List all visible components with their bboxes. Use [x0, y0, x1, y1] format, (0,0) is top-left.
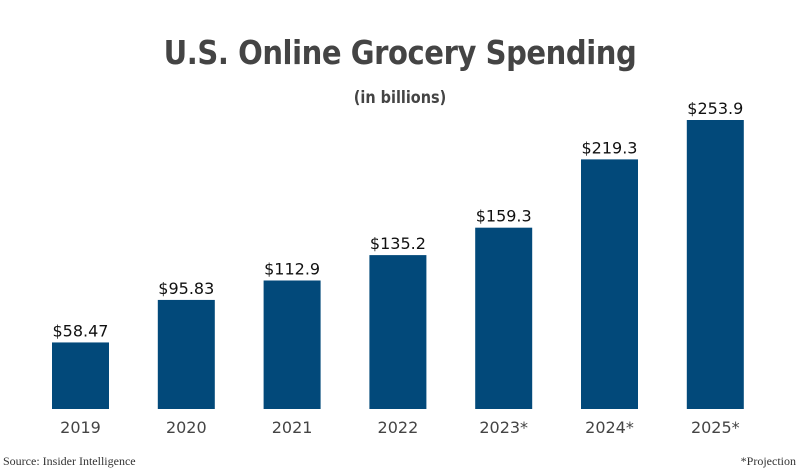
x-tick-label: 2019 [60, 418, 101, 437]
bar-2022 [369, 255, 427, 409]
bar-2023 [475, 227, 533, 409]
data-label: $253.9 [687, 99, 743, 118]
bar-2021 [263, 280, 321, 409]
x-tick-label: 2024* [585, 418, 634, 437]
x-tick-label: 2025* [691, 418, 740, 437]
source-note: Source: Insider Intelligence [3, 454, 136, 468]
projection-note: *Projection [740, 454, 796, 468]
bar-2020 [157, 299, 215, 409]
data-label: $219.3 [582, 138, 638, 157]
data-label: $135.2 [370, 234, 426, 253]
x-tick-label: 2023* [479, 418, 528, 437]
x-tick-label: 2022 [378, 418, 419, 437]
chart-title: U.S. Online Grocery Spending [163, 33, 637, 72]
data-label: $112.9 [264, 259, 320, 278]
data-label: $95.83 [158, 279, 214, 298]
data-label: $159.3 [476, 207, 532, 226]
x-tick-label: 2021 [272, 418, 313, 437]
bar-2024 [581, 159, 638, 409]
x-tick-label: 2020 [166, 418, 207, 437]
bar-2019 [52, 342, 109, 409]
data-label: $58.47 [53, 321, 109, 340]
bar-2025 [686, 120, 744, 409]
chart-subtitle: (in billions) [353, 88, 447, 108]
